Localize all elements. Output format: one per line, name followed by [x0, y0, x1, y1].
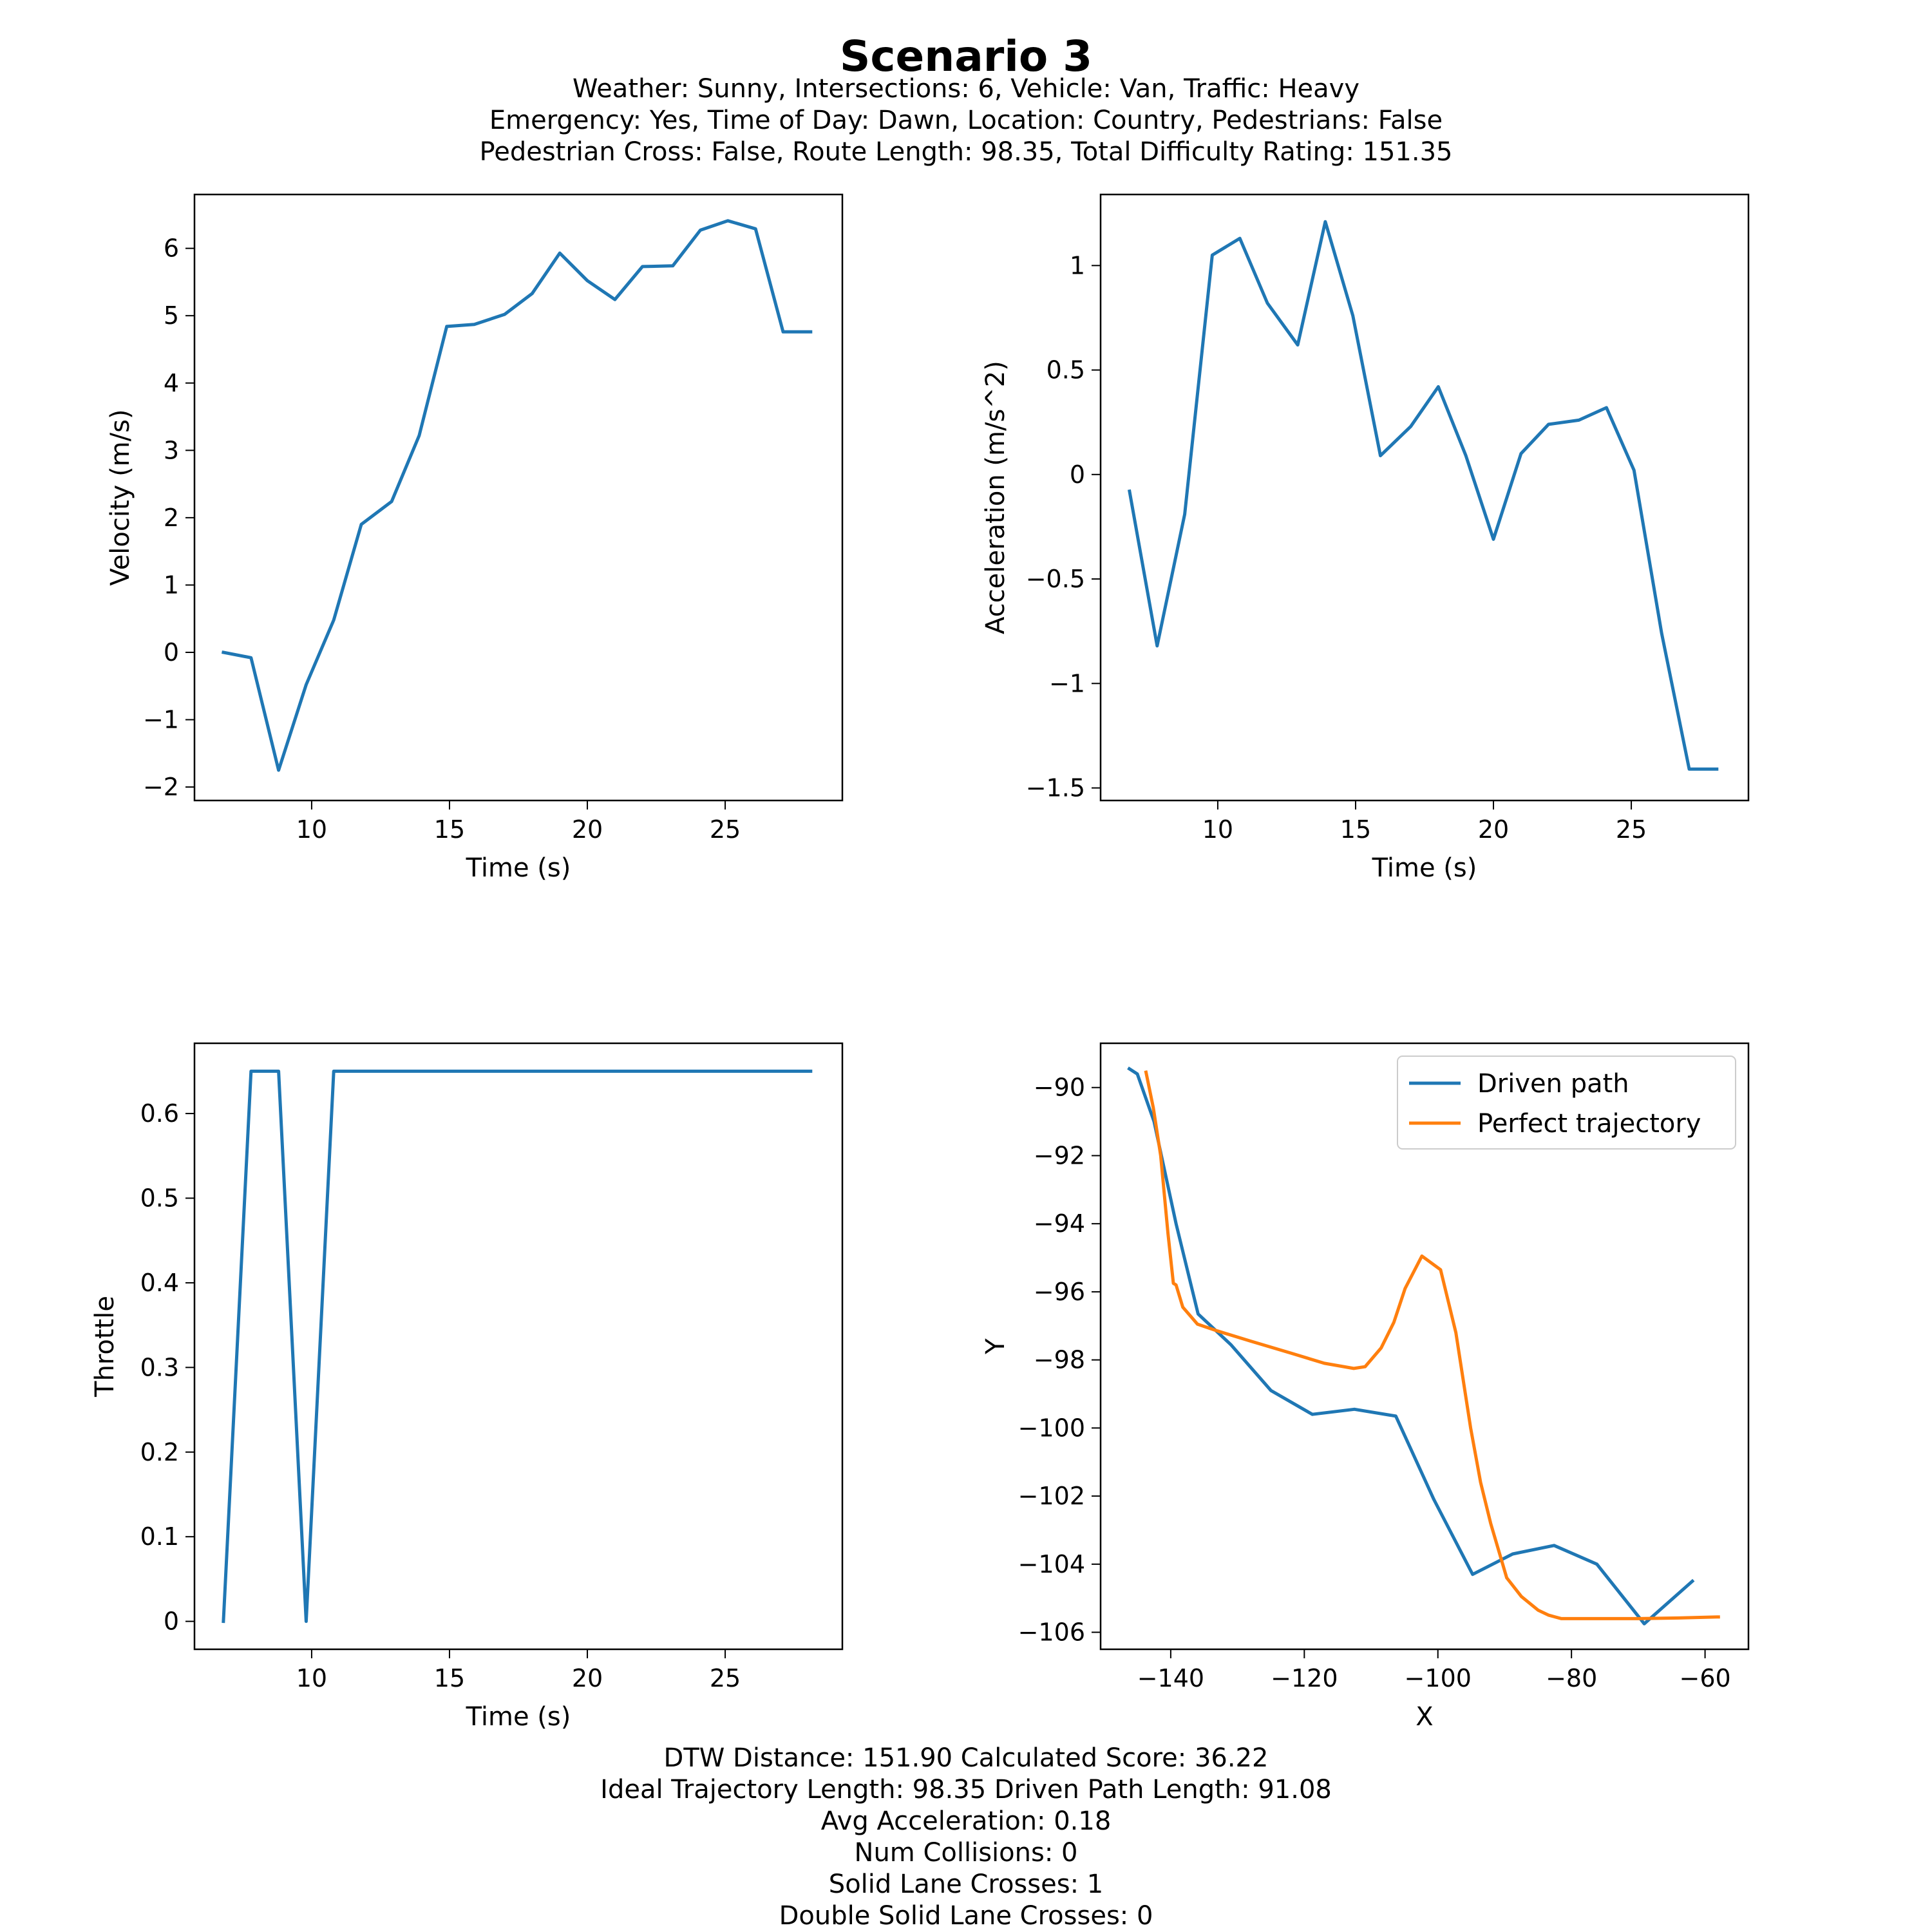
- trajectory-y-tick-label: −98: [1034, 1346, 1085, 1374]
- scenario-info-line-3: Pedestrian Cross: False, Route Length: 9…: [479, 137, 1453, 167]
- velocity-y-tick-label: 5: [164, 301, 179, 330]
- figure-title: Scenario 3: [839, 32, 1093, 81]
- throttle-y-tick-label: 0.5: [140, 1184, 179, 1213]
- metrics-line-double-solid: Double Solid Lane Crosses: 0: [779, 1901, 1153, 1931]
- throttle-x-tick-label: 10: [296, 1664, 327, 1692]
- trajectory-x-tick-label: −60: [1679, 1664, 1730, 1692]
- throttle-x-tick-label: 15: [434, 1664, 465, 1692]
- velocity-y-tick-label: 3: [164, 436, 179, 464]
- velocity-axes-frame: [193, 193, 844, 802]
- acceleration-y-tick-label: 0: [1070, 460, 1085, 489]
- trajectory-y-tick-label: −92: [1034, 1141, 1085, 1170]
- acceleration-x-tick-label: 20: [1478, 815, 1509, 844]
- velocity-y-tick-label: −2: [143, 773, 179, 801]
- metrics-line-collisions: Num Collisions: 0: [854, 1838, 1078, 1868]
- throttle-y-tick-label: 0.2: [140, 1438, 179, 1466]
- velocity-x-tick-label: 20: [572, 815, 603, 844]
- trajectory-y-tick-label: −96: [1034, 1278, 1085, 1306]
- throttle-y-tick-label: 0: [164, 1607, 179, 1636]
- trajectory-x-tick-label: −120: [1271, 1664, 1338, 1692]
- trajectory-y-tick-label: −90: [1034, 1074, 1085, 1102]
- velocity-y-tick-label: 0: [164, 638, 179, 667]
- metrics-line-dtw: DTW Distance: 151.90 Calculated Score: 3…: [663, 1743, 1269, 1773]
- throttle-y-tick-label: 0.6: [140, 1099, 179, 1128]
- perfect-trajectory-line: [1144, 1070, 1720, 1620]
- velocity-x-axis-label: Time (s): [466, 853, 571, 883]
- velocity-chart: 10 15 20 25 −2 −1 0 1 2 3 4 5 6 Time (s) Velocity (m/s…: [106, 193, 844, 883]
- trajectory-y-tick-label: −104: [1018, 1550, 1085, 1578]
- driven-path-line: [1127, 1066, 1695, 1625]
- acceleration-y-axis-label: Acceleration (m/s^2): [981, 361, 1010, 634]
- throttle-y-tick-label: 0.1: [140, 1522, 179, 1551]
- metrics-line-solid-lane: Solid Lane Crosses: 1: [828, 1870, 1104, 1899]
- throttle-x-tick-label: 25: [710, 1664, 741, 1692]
- trajectory-y-tick-label: −106: [1018, 1618, 1085, 1647]
- velocity-y-tick-label: 4: [164, 369, 179, 397]
- acceleration-y-tick-label: 0.5: [1046, 356, 1085, 384]
- scenario-info-line-1: Weather: Sunny, Intersections: 6, Vehicl…: [572, 74, 1359, 104]
- acceleration-y-tick-label: 1: [1070, 251, 1085, 279]
- acceleration-axes-frame: [1099, 193, 1750, 802]
- metrics-line-lengths: Ideal Trajectory Length: 98.35 Driven Pa…: [600, 1775, 1332, 1804]
- legend-label-driven-path: Driven path: [1477, 1069, 1629, 1099]
- acceleration-x-tick-label: 15: [1340, 815, 1371, 844]
- trajectory-y-tick-label: −94: [1034, 1209, 1085, 1238]
- acceleration-x-tick-label: 10: [1202, 815, 1233, 844]
- throttle-y-axis-label: Throttle: [90, 1296, 120, 1397]
- throttle-x-tick-label: 20: [572, 1664, 603, 1692]
- trajectory-y-tick-label: −102: [1018, 1482, 1085, 1510]
- throttle-chart: 10 15 20 25 0 0.1 0.2 0.3 0.4 0.5 0.6 Time (s) Throt…: [90, 1042, 844, 1732]
- legend-label-perfect-trajectory: Perfect trajectory: [1477, 1109, 1701, 1139]
- velocity-x-tick-label: 15: [434, 815, 465, 844]
- velocity-y-tick-label: 1: [164, 571, 179, 599]
- velocity-y-axis-label: Velocity (m/s): [106, 409, 135, 585]
- acceleration-series-line: [1127, 220, 1719, 771]
- trajectory-y-axis-label: Y: [981, 1338, 1010, 1355]
- acceleration-y-tick-label: −1: [1049, 669, 1085, 697]
- trajectory-x-axis-label: X: [1416, 1702, 1433, 1732]
- scenario-info-line-2: Emergency: Yes, Time of Day: Dawn, Locat…: [489, 106, 1443, 135]
- metrics-line-avg-accel: Avg Acceleration: 0.18: [820, 1806, 1112, 1836]
- trajectory-axes-frame: [1099, 1042, 1750, 1651]
- throttle-x-axis-label: Time (s): [466, 1702, 571, 1732]
- trajectory-chart: −140 −120 −100 −80 −60 −90 −92 −94 −96 −98 −100 −10…: [981, 1042, 1750, 1732]
- trajectory-x-tick-label: −140: [1137, 1664, 1204, 1692]
- legend: Driven path Perfect trajectory: [1397, 1056, 1736, 1150]
- velocity-series-line: [221, 219, 813, 772]
- velocity-x-tick-label: 10: [296, 815, 327, 844]
- throttle-series-line: [222, 1069, 813, 1624]
- acceleration-y-tick-label: −1.5: [1026, 774, 1085, 802]
- trajectory-x-tick-label: −80: [1546, 1664, 1597, 1692]
- velocity-x-tick-label: 25: [710, 815, 741, 844]
- acceleration-y-tick-label: −0.5: [1026, 565, 1085, 593]
- trajectory-y-tick-label: −100: [1018, 1414, 1085, 1442]
- velocity-y-tick-label: 6: [164, 234, 179, 263]
- throttle-y-tick-label: 0.4: [140, 1269, 179, 1297]
- throttle-axes-frame: [193, 1042, 844, 1651]
- acceleration-x-tick-label: 25: [1616, 815, 1647, 844]
- velocity-y-tick-label: −1: [143, 706, 179, 734]
- acceleration-x-axis-label: Time (s): [1372, 853, 1477, 883]
- acceleration-chart: 10 15 20 25 −1.5 −1 −0.5 0 0.5 1 Time (s) Accelerat…: [981, 193, 1750, 883]
- trajectory-x-tick-label: −100: [1405, 1664, 1472, 1692]
- throttle-y-tick-label: 0.3: [140, 1353, 179, 1381]
- legend-box: [1397, 1056, 1736, 1150]
- velocity-y-tick-label: 2: [164, 504, 179, 532]
